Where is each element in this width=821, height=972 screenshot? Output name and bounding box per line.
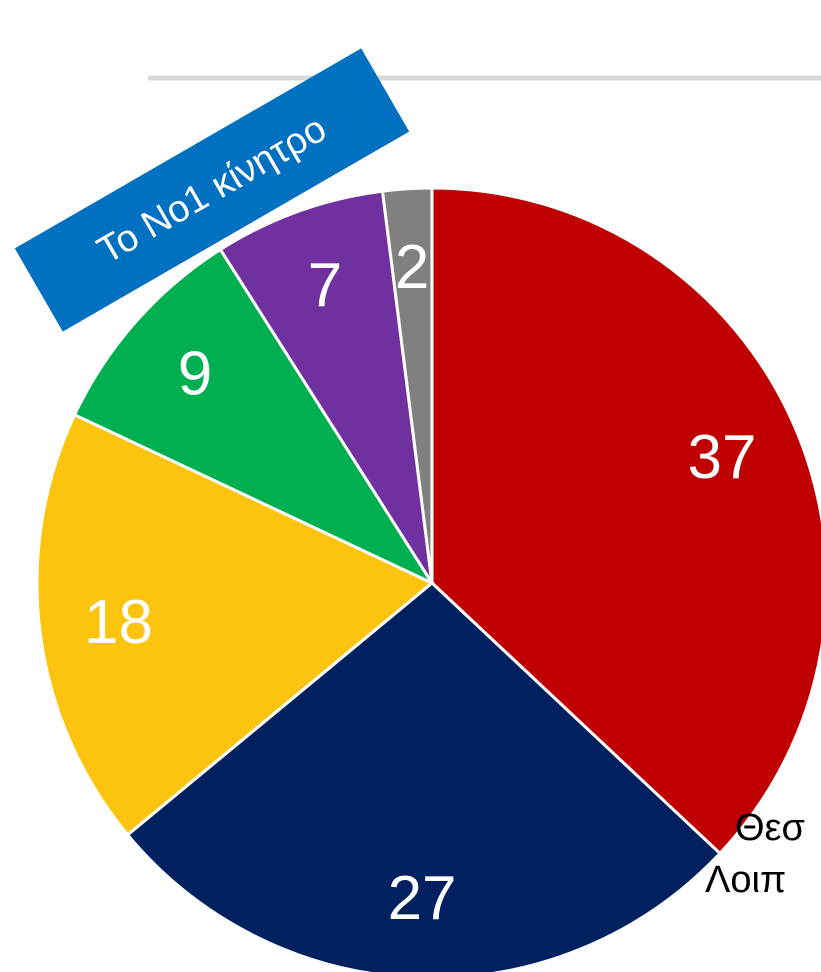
pie-slice <box>380 186 434 584</box>
pie-slice <box>72 247 437 587</box>
slice-label: 37 <box>688 423 757 492</box>
pie: 37 27 18 9 7 2 <box>35 186 821 972</box>
slice-label: 18 <box>84 588 153 657</box>
pie-slice <box>35 412 435 837</box>
annotation: Λοιπ <box>705 859 786 901</box>
slice-label: 7 <box>308 251 342 320</box>
badge-box <box>14 48 410 332</box>
slice-label: 27 <box>388 864 457 933</box>
pie-slice <box>218 189 434 584</box>
annotation: Θεσ <box>735 807 805 849</box>
pie-slice <box>430 186 821 856</box>
slice-label: 9 <box>178 339 212 408</box>
pie-slice <box>125 581 723 972</box>
slice-label: 2 <box>395 233 429 302</box>
